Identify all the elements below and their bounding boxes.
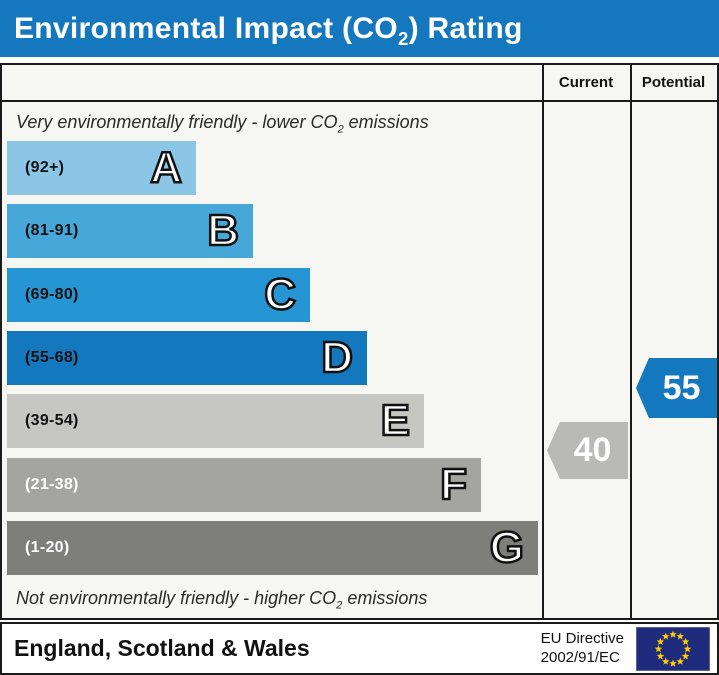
band-e-bar: (39-54) E — [7, 394, 424, 448]
page-title: Environmental Impact (CO2) Rating — [14, 11, 523, 49]
band-a-bar: (92+) A — [7, 141, 196, 195]
band-b-bar: (81-91) B — [7, 204, 253, 258]
band-f-bar: (21-38) F — [7, 458, 481, 512]
current-column-divider — [542, 65, 544, 618]
band-b-letter: B — [206, 206, 240, 255]
current-rating-arrow: 40 — [547, 422, 628, 479]
footer-bar: England, Scotland & Wales EU Directive 2… — [0, 622, 719, 675]
band-f-range-label: (21-38) — [25, 476, 79, 493]
band-c-bar: (69-80) C — [7, 268, 310, 322]
eu-flag-icon — [636, 626, 710, 671]
band-d-range-label: (55-68) — [25, 349, 79, 366]
band-e-letter: E — [379, 396, 411, 445]
band-g-range-label: (1-20) — [25, 539, 70, 556]
band-a-letter: A — [149, 143, 183, 192]
band-a-range-label: (92+) — [25, 159, 65, 176]
rating-table: Current Potential Very environmentally f… — [0, 63, 719, 620]
potential-column-header: Potential — [641, 74, 706, 91]
band-d-bar: (55-68) D — [7, 331, 367, 385]
band-c-range-label: (69-80) — [25, 286, 79, 303]
table-header-row — [2, 65, 717, 102]
band-e-range-label: (39-54) — [25, 412, 79, 429]
eu-directive-label: EU Directive 2002/91/EC — [540, 629, 624, 666]
current-column-header: Current — [558, 74, 614, 91]
band-g-letter: G — [489, 523, 526, 572]
region-label: England, Scotland & Wales — [14, 635, 310, 661]
caption-bottom: Not environmentally friendly - higher CO… — [16, 587, 428, 612]
band-g-bar: (1-20) G — [7, 521, 538, 575]
band-f-letter: F — [439, 460, 468, 509]
potential-rating-value: 55 — [662, 368, 701, 407]
caption-top: Very environmentally friendly - lower CO… — [16, 111, 429, 136]
band-b-range-label: (81-91) — [25, 222, 79, 239]
potential-column-divider — [630, 65, 632, 618]
title-bar: Environmental Impact (CO2) Rating — [0, 0, 719, 57]
band-d-letter: D — [320, 333, 354, 382]
current-rating-value: 40 — [573, 431, 612, 469]
band-c-letter: C — [263, 270, 297, 319]
potential-rating-arrow: 55 — [636, 358, 717, 418]
